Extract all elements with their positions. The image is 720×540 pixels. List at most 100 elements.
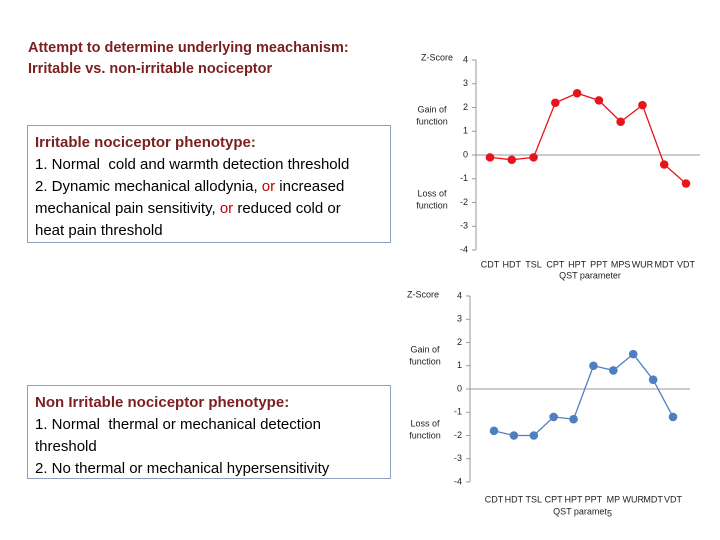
x-label: QST parameter [559, 270, 621, 280]
y-tick-label: 3 [457, 314, 462, 324]
x-tick-label: MPS [611, 259, 631, 269]
y-tick-label: -2 [454, 430, 462, 440]
x-tick-label: CPT [545, 494, 564, 504]
x-tick-label: HDT [505, 494, 524, 504]
marker [509, 431, 519, 440]
marker [668, 412, 678, 422]
y-tick-label: -4 [460, 244, 468, 254]
y-tick-label: -2 [460, 197, 468, 207]
x-label: QST paramet [553, 506, 607, 516]
x-tick-label: TSL [526, 494, 543, 504]
y-tick-label: -1 [454, 407, 462, 417]
y-tick-label: 2 [463, 102, 468, 112]
text-segment: 2. Dynamic mechanical allodynia, [35, 178, 262, 195]
gain-label: function [409, 356, 441, 366]
marker [551, 98, 560, 108]
text-segment: 1. Normal cold and warmth detection thre… [35, 156, 350, 173]
y-tick-label: -3 [460, 221, 468, 231]
marker [648, 375, 658, 385]
box-line: 1. Normal thermal or mechanical detectio… [35, 414, 383, 436]
marker [616, 117, 625, 127]
box-line: mechanical pain sensitivity, or reduced … [35, 198, 383, 220]
x-tick-label: CDT [485, 494, 504, 504]
text-segment: threshold [35, 438, 97, 455]
loss-label: function [416, 200, 448, 210]
y-tick-label: 4 [457, 290, 462, 300]
line [493, 353, 674, 437]
marker [549, 412, 558, 422]
y-tick-label: 2 [457, 337, 462, 347]
box-line: 2. Dynamic mechanical allodynia, or incr… [35, 176, 383, 198]
non-irritable-box: Non Irritable nociceptor phenotype: 1. No… [27, 385, 391, 479]
y-tick-label: -1 [460, 173, 468, 183]
box-line: threshold [35, 436, 383, 458]
marker [572, 88, 582, 98]
y-label: Z-Score [421, 52, 453, 62]
text-segment: or [219, 200, 234, 217]
text-segment: reduced cold or [233, 200, 341, 217]
loss-label: function [409, 430, 441, 440]
x-tick-label: MDT [654, 259, 674, 269]
marker [638, 100, 647, 110]
title-line: Irritable vs. non-irritable nociceptor [28, 61, 273, 77]
title-line: Attempt to determine underlying meachani… [28, 40, 349, 56]
slide-number: 5 [607, 508, 612, 518]
y-tick-label: -3 [454, 453, 462, 463]
x-tick-label: PPT [590, 259, 608, 269]
x-tick-label: HDT [503, 259, 522, 269]
irritable-box: Irritable nociceptor phenotype: 1. Normal… [27, 125, 391, 243]
marker [529, 431, 539, 440]
gain-label: Gain of [417, 104, 447, 114]
text-segment: mechanical pain sensitivity, [35, 200, 220, 217]
gain-label: Gain of [410, 344, 440, 354]
loss-label: Loss of [410, 418, 440, 428]
marker [569, 414, 578, 424]
x-tick-label: MDT [643, 494, 663, 504]
x-tick-label: PPT [585, 494, 603, 504]
y-tick-label: 3 [463, 78, 468, 88]
x-tick-label: CPT [546, 259, 565, 269]
x-tick-label: HPT [568, 259, 587, 269]
x-tick-label: VDT [677, 259, 696, 269]
box-line: heat pain threshold [35, 220, 383, 242]
x-tick-label: WUR [632, 259, 654, 269]
x-tick-label: CDT [481, 259, 500, 269]
marker [628, 349, 638, 359]
y-tick-label: 1 [457, 360, 462, 370]
marker [659, 160, 669, 169]
text-segment: or [261, 178, 276, 195]
box-line: 1. Normal cold and warmth detection thre… [35, 154, 383, 176]
x-tick-label: TSL [525, 259, 542, 269]
y-tick-label: -4 [454, 476, 462, 486]
text-segment: increased [275, 178, 345, 195]
marker [589, 361, 598, 371]
y-label: Z-Score [407, 289, 439, 299]
marker [681, 179, 691, 188]
marker [489, 426, 499, 436]
y-tick-label: 4 [463, 54, 468, 64]
y-tick-label: 1 [463, 126, 468, 136]
line [489, 92, 687, 184]
marker [594, 96, 604, 105]
slide-title: Attempt to determine underlying meachani… [28, 38, 349, 80]
text-segment: heat pain threshold [35, 222, 163, 239]
box-line: 2. No thermal or mechanical hypersensiti… [35, 458, 383, 480]
text-segment: 1. Normal thermal or mechanical detectio… [35, 416, 321, 433]
y-tick-label: 0 [457, 383, 462, 393]
text-segment: 2. No thermal or mechanical hypersensiti… [35, 460, 330, 477]
marker [507, 155, 517, 165]
marker [609, 366, 618, 375]
gain-label: function [416, 116, 448, 126]
marker [529, 153, 538, 162]
x-tick-label: HPT [565, 494, 584, 504]
x-tick-label: VDT [664, 494, 683, 504]
box-heading: Irritable nociceptor phenotype: [35, 134, 256, 151]
x-tick-label: WUR [622, 494, 644, 504]
loss-label: Loss of [417, 188, 447, 198]
y-tick-label: 0 [463, 149, 468, 159]
marker [485, 153, 495, 162]
x-tick-label: MP [607, 494, 621, 504]
box-heading: Non Irritable nociceptor phenotype: [35, 394, 290, 411]
